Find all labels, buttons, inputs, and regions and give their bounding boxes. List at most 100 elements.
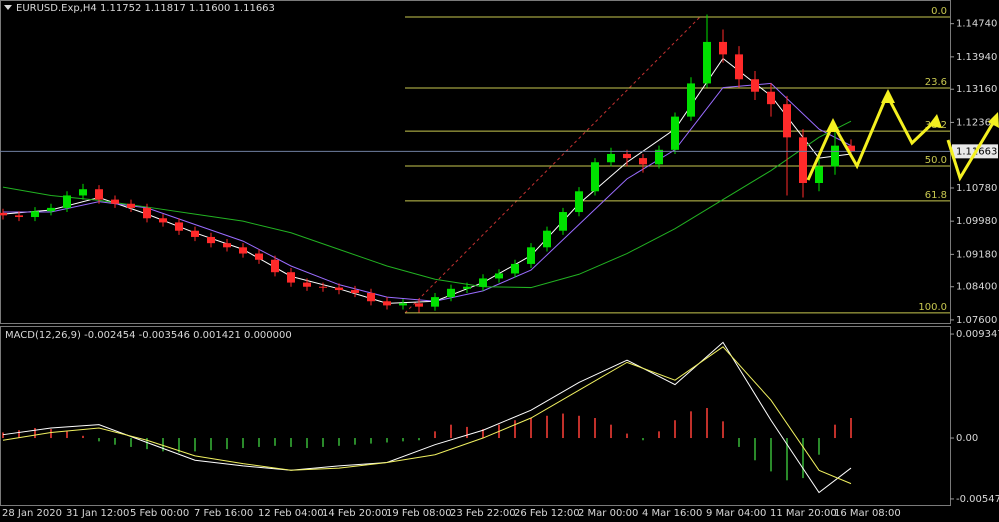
- y-tick-label: 1.09980: [956, 216, 997, 227]
- candle-body: [127, 203, 135, 208]
- x-tick-label: 28 Jan 2020: [2, 508, 62, 519]
- candle-body: [271, 259, 279, 273]
- histogram-bar: [322, 438, 324, 447]
- candle-body: [223, 243, 231, 248]
- histogram-bar: [274, 438, 276, 446]
- x-tick-label: 11 Mar 20:00: [770, 508, 837, 519]
- candle-body: [47, 207, 55, 212]
- candle-body: [735, 54, 743, 80]
- candle-body: [175, 222, 183, 231]
- indicator-line: [2, 346, 852, 485]
- histogram-bar: [338, 438, 340, 446]
- candle-body: [335, 287, 343, 291]
- histogram-bar: [626, 433, 628, 439]
- x-tick-label: 14 Feb 20:00: [322, 508, 388, 519]
- forecast-arrowhead: [826, 118, 840, 132]
- forecast-arrowhead: [988, 112, 999, 128]
- histogram-bar: [98, 438, 100, 442]
- histogram-bar: [194, 438, 196, 452]
- y-tick-label: 1.13160: [956, 84, 997, 95]
- y-tick-label: 1.09180: [956, 249, 997, 260]
- histogram-bar: [434, 431, 436, 439]
- histogram-bar: [562, 413, 564, 439]
- x-tick-label: 26 Feb 12:00: [514, 508, 580, 519]
- histogram-bar: [514, 420, 516, 439]
- candle-body: [239, 247, 247, 254]
- candle-body: [687, 83, 695, 117]
- y-tick-label: 1.10780: [956, 183, 997, 194]
- candle-body: [543, 230, 551, 248]
- candle-body: [63, 195, 71, 208]
- histogram-bar: [34, 428, 36, 439]
- x-tick-label: 19 Feb 08:00: [386, 508, 452, 519]
- candle-body: [623, 153, 631, 159]
- x-tick-label: 31 Jan 12:00: [66, 508, 129, 519]
- histogram-bar: [482, 429, 484, 439]
- histogram-bar: [258, 438, 260, 447]
- histogram-bar: [818, 438, 820, 455]
- x-tick-label: 16 Mar 08:00: [834, 508, 901, 519]
- candle-body: [527, 247, 535, 264]
- candle-body: [831, 145, 839, 167]
- candle-body: [815, 166, 823, 184]
- x-tick-label: 12 Feb 04:00: [258, 508, 324, 519]
- histogram-bar: [658, 431, 660, 439]
- histogram-bar: [2, 432, 4, 439]
- candle-body: [847, 145, 855, 152]
- forecast-arrowhead: [928, 114, 942, 128]
- candle-body: [0, 212, 7, 216]
- candle-body: [719, 41, 727, 55]
- candle-body: [207, 236, 215, 244]
- histogram-bar: [130, 438, 132, 447]
- histogram-bar: [722, 421, 724, 439]
- histogram-bar: [594, 418, 596, 439]
- candle-body: [463, 286, 471, 289]
- candle-body: [767, 91, 775, 105]
- macd-layer: 0.009347 0.00 -0.005474 28 Jan 2020 31 Jan 1…: [2, 329, 999, 519]
- histogram-bar: [786, 438, 788, 481]
- candle-body: [511, 263, 519, 274]
- fib-label: 50.0: [925, 155, 947, 166]
- candle-body: [799, 137, 807, 184]
- candle-body: [143, 207, 151, 219]
- candle-body: [479, 278, 487, 287]
- histogram-bar: [354, 438, 356, 445]
- histogram-bar: [50, 429, 52, 439]
- histogram-bar: [162, 438, 164, 452]
- histogram-bar: [610, 424, 612, 439]
- candle-body: [367, 292, 375, 302]
- y-tick-label: 1.12360: [956, 117, 997, 128]
- candle-body: [415, 303, 423, 307]
- macd-panel-frame: [0, 326, 951, 506]
- candle-body: [431, 297, 439, 307]
- y-tick-label: -0.005474: [956, 494, 999, 505]
- histogram-bar: [290, 438, 292, 447]
- candle-body: [191, 230, 199, 237]
- candle-body: [495, 273, 503, 279]
- histogram-bar: [466, 426, 468, 439]
- candle-body: [751, 79, 759, 92]
- histogram-bar: [386, 438, 388, 443]
- histogram-bar: [370, 438, 372, 444]
- histogram-bar: [674, 420, 676, 439]
- y-tick-label: 1.07600: [956, 315, 997, 326]
- histogram-bar: [706, 407, 708, 439]
- histogram-bar: [146, 438, 148, 450]
- x-tick-label: 5 Feb 00:00: [130, 508, 189, 519]
- price-panel-frame: [0, 0, 951, 324]
- histogram-bar: [578, 415, 580, 439]
- candle-body: [447, 288, 455, 298]
- histogram-bar: [530, 418, 532, 439]
- candle-body: [703, 41, 711, 84]
- candle-body: [319, 286, 327, 288]
- histogram-bar: [18, 430, 20, 439]
- candle-body: [111, 199, 119, 204]
- candle-body: [559, 212, 567, 231]
- forecast-path: [806, 91, 938, 181]
- histogram-bar: [242, 438, 244, 449]
- candle-body: [639, 158, 647, 165]
- candle-body: [287, 272, 295, 283]
- candle-body: [607, 153, 615, 163]
